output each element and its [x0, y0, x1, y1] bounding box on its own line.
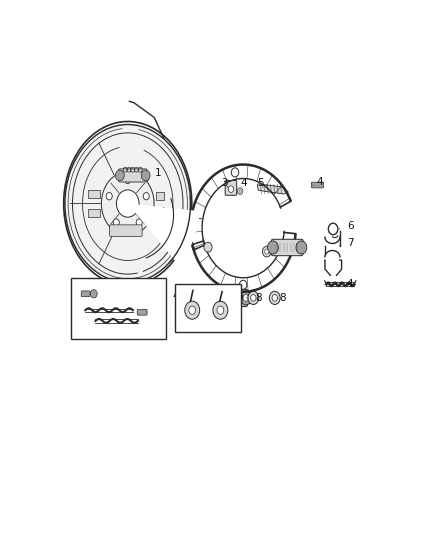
Text: 8: 8 — [247, 293, 262, 303]
Bar — [71, 278, 166, 339]
Text: 9: 9 — [237, 293, 243, 303]
Text: 4: 4 — [240, 178, 247, 188]
Circle shape — [213, 301, 228, 319]
Polygon shape — [65, 124, 191, 283]
Circle shape — [217, 306, 224, 314]
Text: 3: 3 — [221, 178, 228, 188]
Circle shape — [189, 306, 196, 314]
Circle shape — [240, 280, 247, 289]
Circle shape — [239, 190, 241, 192]
Circle shape — [136, 219, 142, 226]
Polygon shape — [128, 204, 200, 265]
Text: 5: 5 — [258, 178, 264, 188]
FancyBboxPatch shape — [271, 239, 303, 256]
Text: 4: 4 — [163, 291, 179, 301]
Bar — [88, 208, 100, 217]
Circle shape — [272, 295, 277, 301]
Polygon shape — [258, 184, 288, 194]
FancyBboxPatch shape — [311, 182, 324, 188]
Circle shape — [204, 242, 212, 252]
Circle shape — [265, 249, 269, 254]
Bar — [156, 192, 164, 199]
Bar — [156, 207, 164, 215]
Text: 8: 8 — [197, 291, 205, 301]
Circle shape — [231, 168, 239, 177]
Circle shape — [262, 246, 271, 257]
Circle shape — [217, 295, 223, 301]
Circle shape — [113, 219, 119, 226]
Circle shape — [296, 241, 307, 254]
Circle shape — [251, 295, 256, 301]
Circle shape — [268, 241, 278, 254]
Circle shape — [101, 172, 154, 236]
Text: 8: 8 — [277, 293, 286, 303]
Text: 7: 7 — [339, 238, 353, 248]
Circle shape — [106, 192, 112, 200]
Circle shape — [214, 291, 226, 305]
Circle shape — [228, 186, 233, 192]
Circle shape — [269, 292, 280, 304]
Circle shape — [185, 301, 200, 319]
Text: 4: 4 — [313, 177, 323, 187]
Text: 2: 2 — [186, 215, 201, 225]
Circle shape — [237, 188, 243, 195]
Circle shape — [141, 170, 150, 181]
Circle shape — [240, 291, 251, 305]
Bar — [88, 190, 100, 198]
Circle shape — [116, 170, 124, 181]
FancyBboxPatch shape — [81, 291, 90, 297]
Text: 6: 6 — [339, 221, 353, 231]
FancyBboxPatch shape — [225, 181, 237, 195]
Circle shape — [243, 295, 249, 301]
FancyBboxPatch shape — [119, 169, 147, 182]
FancyBboxPatch shape — [137, 309, 147, 315]
FancyBboxPatch shape — [219, 289, 247, 306]
Circle shape — [125, 176, 131, 183]
Text: 4: 4 — [343, 279, 353, 288]
Circle shape — [143, 192, 149, 200]
Circle shape — [90, 290, 97, 298]
FancyBboxPatch shape — [110, 225, 142, 236]
Circle shape — [117, 190, 139, 217]
Text: 1: 1 — [140, 168, 162, 185]
Bar — [175, 284, 241, 332]
Circle shape — [248, 292, 259, 304]
